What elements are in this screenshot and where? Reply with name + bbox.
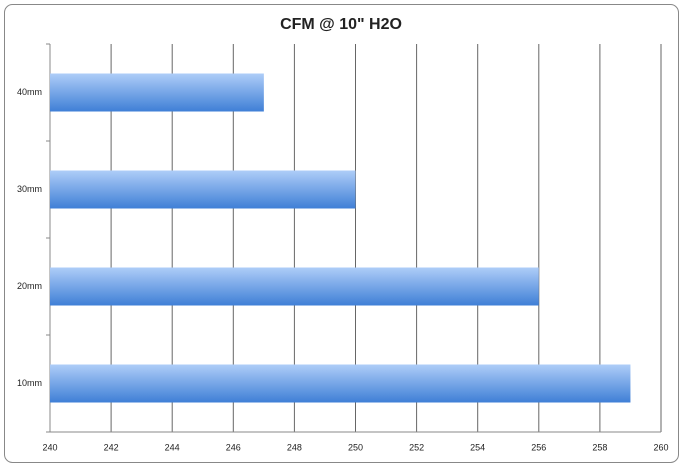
x-tick-label: 252 bbox=[409, 442, 424, 452]
bar bbox=[50, 73, 264, 112]
x-tick-label: 256 bbox=[531, 442, 546, 452]
bar bbox=[50, 364, 631, 403]
x-tick-label: 250 bbox=[348, 442, 363, 452]
bar bbox=[50, 170, 356, 209]
y-tick-label: 10mm bbox=[17, 378, 42, 388]
x-tick-label: 254 bbox=[470, 442, 485, 452]
x-tick-label: 248 bbox=[287, 442, 302, 452]
x-tick-label: 244 bbox=[165, 442, 180, 452]
y-tick-label: 20mm bbox=[17, 281, 42, 291]
x-tick-label: 246 bbox=[226, 442, 241, 452]
bar bbox=[50, 267, 539, 306]
x-tick-label: 242 bbox=[104, 442, 119, 452]
chart-frame bbox=[4, 4, 679, 463]
x-tick-label: 260 bbox=[653, 442, 668, 452]
x-tick-label: 258 bbox=[592, 442, 607, 452]
y-tick-label: 40mm bbox=[17, 87, 42, 97]
x-tick-label: 240 bbox=[42, 442, 57, 452]
y-tick-label: 30mm bbox=[17, 184, 42, 194]
chart-title: CFM @ 10" H2O bbox=[280, 16, 402, 33]
